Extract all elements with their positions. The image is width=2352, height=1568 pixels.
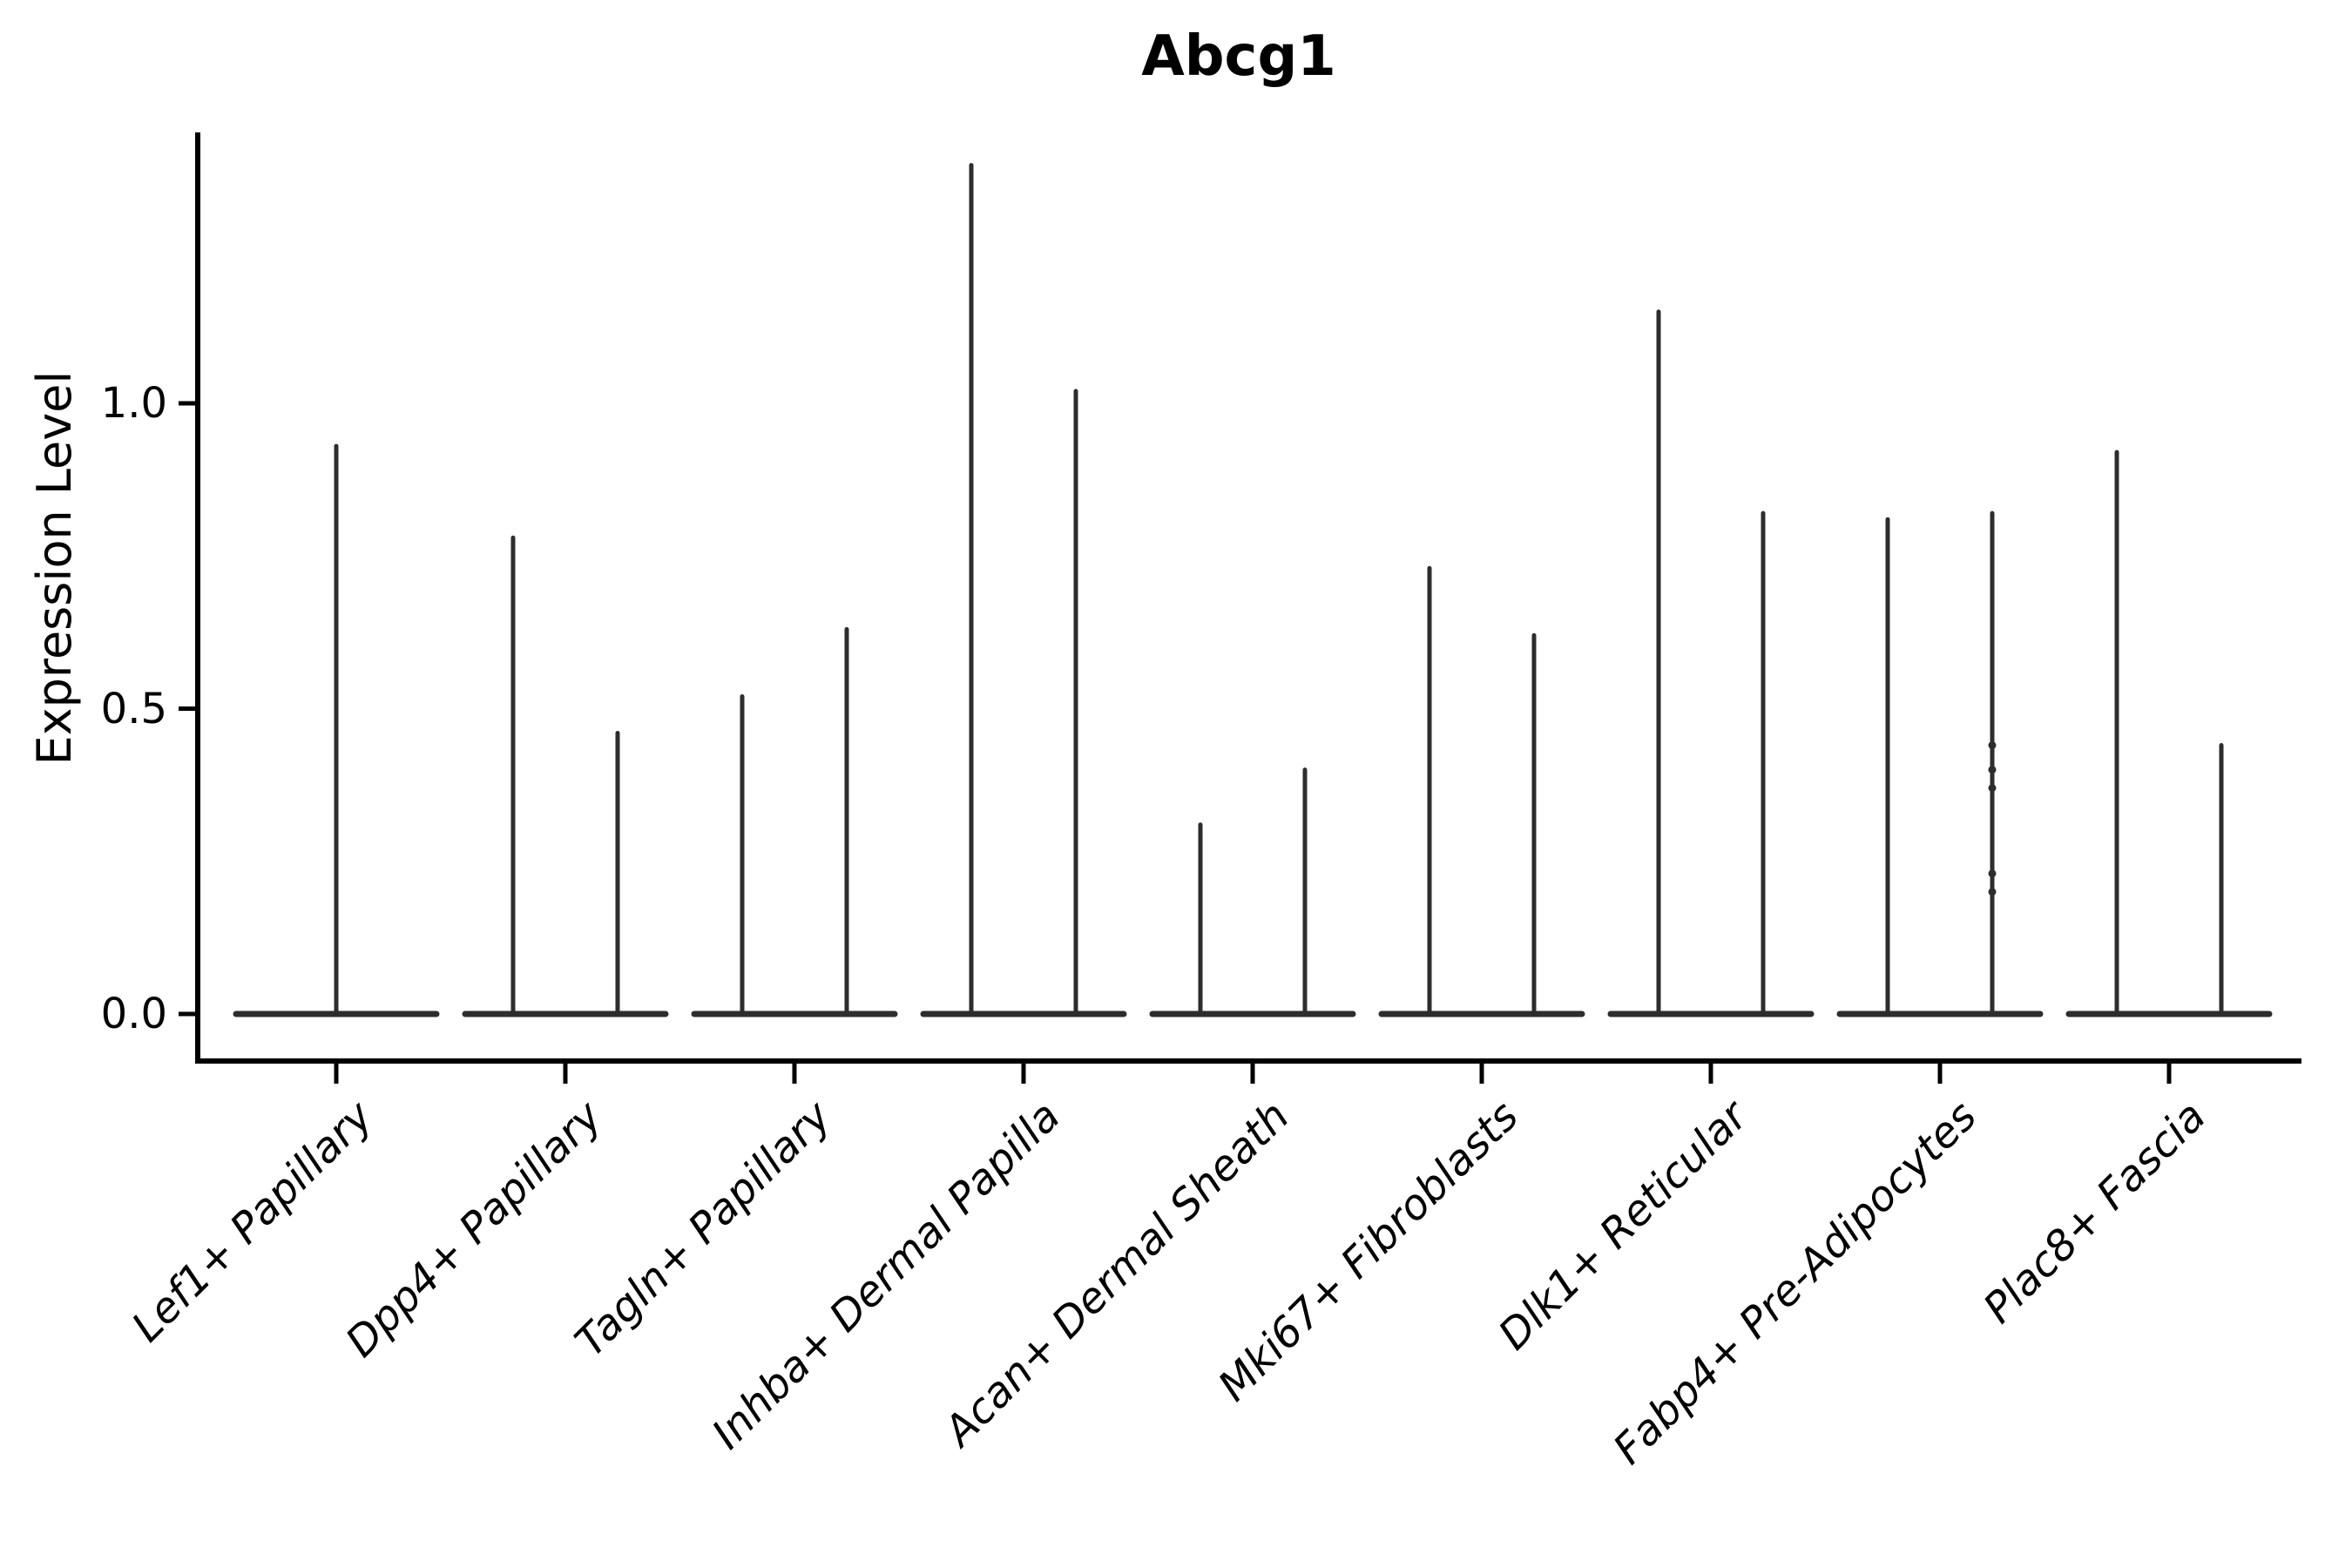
- data-point: [1988, 888, 1997, 896]
- chart-title: Abcg1: [1141, 24, 1336, 89]
- data-point: [1988, 784, 1997, 793]
- data-point: [1988, 869, 1997, 878]
- data-point: [1988, 741, 1997, 750]
- y-tick-label: 1.0: [100, 379, 167, 428]
- y-tick-label: 0.5: [100, 684, 167, 733]
- y-tick-label: 0.0: [100, 990, 167, 1038]
- data-point: [1988, 766, 1997, 774]
- y-axis-label: Expression Level: [27, 370, 82, 766]
